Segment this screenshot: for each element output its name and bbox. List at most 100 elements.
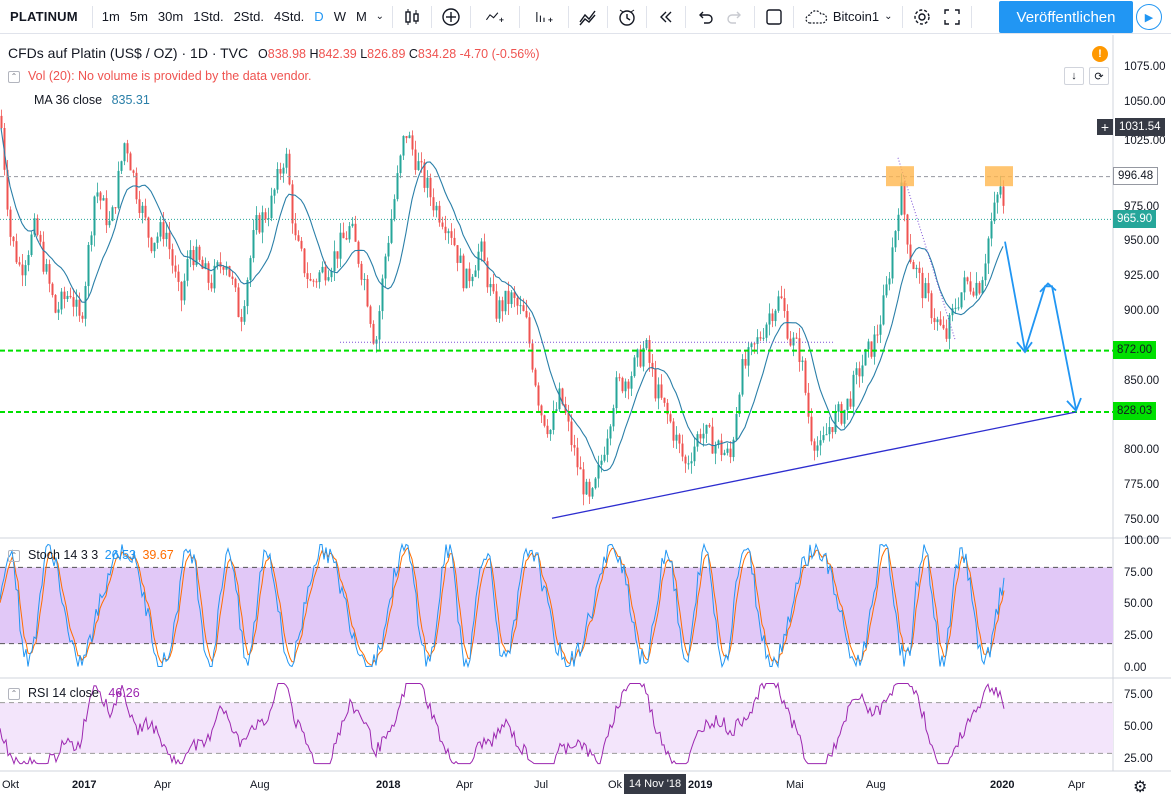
candle-body bbox=[477, 251, 480, 271]
candle-body bbox=[633, 357, 636, 377]
candle-body bbox=[150, 237, 153, 252]
stoch-legend: ⌃ Stoch 14 3 3 26.53 39.67 bbox=[8, 548, 174, 562]
time-tick: 2018 bbox=[376, 779, 401, 791]
candle-body bbox=[291, 184, 294, 224]
candle-body bbox=[681, 443, 684, 457]
collapse-icon[interactable]: ⌃ bbox=[8, 549, 20, 562]
toolbar-divider bbox=[684, 5, 686, 28]
candle-body bbox=[900, 182, 903, 215]
candle-body bbox=[579, 467, 582, 470]
collapse-icon[interactable]: ⌃ bbox=[8, 687, 20, 700]
price-tick: 775.00 bbox=[1124, 479, 1160, 491]
candle-body bbox=[945, 328, 948, 339]
candle-body bbox=[810, 416, 813, 442]
candle-body bbox=[705, 424, 708, 434]
time-tick: Okt bbox=[2, 779, 20, 791]
candle-body bbox=[636, 349, 639, 358]
alert-clock-icon[interactable] bbox=[612, 2, 642, 32]
warning-icon[interactable]: ! bbox=[1092, 46, 1108, 62]
candle-body bbox=[984, 263, 987, 281]
candle-body bbox=[801, 360, 804, 362]
chevron-down-icon[interactable]: ⌄ bbox=[375, 11, 384, 22]
candle-body bbox=[261, 212, 264, 233]
candle-body bbox=[36, 218, 39, 235]
candle-body bbox=[399, 155, 402, 174]
gear-icon[interactable]: ⚙ bbox=[1133, 779, 1148, 796]
candle-body bbox=[90, 235, 93, 245]
candle-body bbox=[513, 292, 516, 298]
candle-body bbox=[660, 384, 663, 398]
add-alert-plus-icon[interactable]: + bbox=[1097, 119, 1113, 135]
candle-body bbox=[939, 319, 942, 325]
stoch-d-value: 39.67 bbox=[142, 548, 174, 562]
candle-body bbox=[822, 435, 825, 441]
candle-body bbox=[735, 413, 738, 440]
collapse-icon[interactable]: ⌃ bbox=[8, 70, 20, 83]
compare-add-icon[interactable] bbox=[436, 2, 466, 32]
interval-1m[interactable]: 1m bbox=[101, 9, 120, 24]
candle-body bbox=[165, 232, 168, 240]
candle-body bbox=[495, 291, 498, 319]
candle-body bbox=[795, 337, 798, 339]
interval-4h[interactable]: 4Std. bbox=[273, 9, 305, 24]
price-tick: 800.00 bbox=[1124, 444, 1160, 456]
candle-body bbox=[597, 464, 600, 479]
candle-body bbox=[282, 167, 285, 174]
candle-body bbox=[852, 374, 855, 407]
redo-icon[interactable] bbox=[720, 2, 750, 32]
arrow-down-icon[interactable]: ↓ bbox=[1064, 67, 1084, 85]
candle-body bbox=[168, 232, 171, 250]
candle-body bbox=[489, 284, 492, 288]
rsi-tick: 50.00 bbox=[1124, 721, 1153, 733]
candle-body bbox=[774, 310, 777, 322]
candle-body bbox=[237, 287, 240, 318]
undo-icon[interactable] bbox=[690, 2, 720, 32]
ma-label: MA 36 close bbox=[34, 93, 103, 107]
compare-selector[interactable]: Bitcoin1 ⌄ bbox=[798, 9, 899, 25]
toolbar-divider bbox=[518, 5, 520, 28]
compare-label: Bitcoin1 bbox=[832, 9, 880, 24]
price-tick: 925.00 bbox=[1124, 270, 1160, 282]
symbol-name[interactable]: PLATINUM bbox=[10, 9, 78, 24]
interval-week[interactable]: W bbox=[333, 9, 346, 24]
gear-icon[interactable] bbox=[907, 2, 937, 32]
interval-1h[interactable]: 1Std. bbox=[193, 9, 224, 24]
candle-body bbox=[621, 377, 624, 392]
candle-body bbox=[537, 385, 540, 406]
candle-body bbox=[465, 268, 468, 289]
candle-body bbox=[438, 205, 441, 223]
interval-day[interactable]: D bbox=[314, 9, 324, 24]
interval-5m[interactable]: 5m bbox=[129, 9, 148, 24]
candle-body bbox=[198, 246, 201, 260]
expand-icon[interactable] bbox=[937, 2, 967, 32]
candle-body bbox=[909, 244, 912, 263]
candle-body bbox=[750, 343, 753, 348]
candle-body bbox=[768, 313, 771, 325]
candles-icon[interactable] bbox=[397, 2, 427, 32]
interval-30m[interactable]: 30m bbox=[157, 9, 184, 24]
candle-body bbox=[651, 362, 654, 370]
financials-icon[interactable] bbox=[524, 2, 564, 32]
play-icon[interactable]: ▶ bbox=[1136, 4, 1162, 30]
templates-icon[interactable] bbox=[573, 2, 603, 32]
toolbar-divider bbox=[902, 5, 904, 28]
price-tick: 1050.00 bbox=[1124, 96, 1166, 108]
interval-month[interactable]: M bbox=[355, 9, 367, 24]
candle-body bbox=[972, 291, 975, 296]
candle-body bbox=[567, 412, 570, 422]
price-chart[interactable] bbox=[0, 35, 1171, 796]
publish-button[interactable]: Veröffentlichen bbox=[999, 1, 1133, 33]
interval-2h[interactable]: 2Std. bbox=[233, 9, 264, 24]
price-tick: 950.00 bbox=[1124, 235, 1160, 247]
refresh-icon[interactable]: ⟳ bbox=[1089, 67, 1109, 85]
candle-body bbox=[141, 205, 144, 213]
fullscreen-square-icon[interactable] bbox=[759, 2, 789, 32]
indicators-icon[interactable] bbox=[475, 2, 515, 32]
candle-body bbox=[279, 169, 282, 174]
candle-body bbox=[969, 281, 972, 292]
toolbar-divider bbox=[971, 5, 973, 28]
candle-body bbox=[366, 278, 369, 307]
candle-body bbox=[390, 218, 393, 243]
candle-body bbox=[507, 290, 510, 305]
replay-icon[interactable] bbox=[651, 2, 681, 32]
